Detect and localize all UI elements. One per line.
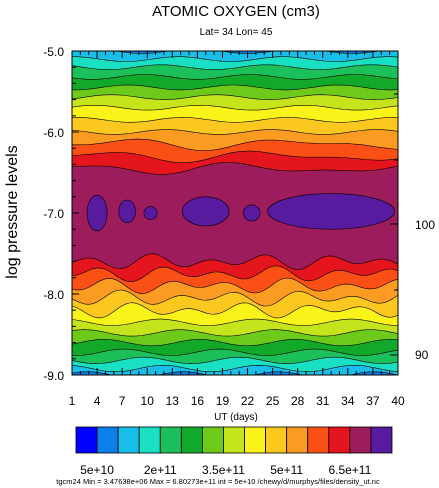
colorbar-label: 3.5e+11 [202,463,245,477]
x-tick-label: 7 [119,394,126,408]
y-tick-label: -8.0 [43,288,64,302]
x-tick-label: 10 [141,394,155,408]
chart-subtitle: Lat= 34 Lon= 45 [200,27,273,38]
contour-band-lower [72,365,398,375]
colorbar-swatch [96,426,119,454]
x-tick-label: 34 [341,394,355,408]
colorbar-swatch [370,426,393,454]
x-axis-title: UT (days) [214,412,258,423]
x-tick-label: 16 [191,394,205,408]
colorbar [75,426,393,454]
x-tick-label: 4 [94,394,101,408]
colorbar-swatch [349,426,372,454]
contour-line [72,74,398,80]
x-tick-label: 25 [266,394,280,408]
colorbar-swatch [223,426,245,454]
contour-line [72,289,398,307]
colorbar-label: 2e+11 [144,463,177,477]
colorbar-swatch [138,426,161,454]
colorbar-swatch [180,426,203,454]
contour-line [72,150,398,164]
contour-line [72,277,398,294]
contour-line [72,138,398,151]
y-tick-label: -7.0 [43,207,64,221]
contour-line [72,162,398,175]
right-axis [390,93,398,356]
contour-line [72,318,398,326]
colorbar-swatch [159,426,182,454]
colorbar-swatch [117,426,140,454]
contour-line [72,84,398,91]
contour-line [72,253,398,270]
x-tick-label: 13 [166,394,180,408]
x-tick-label: 22 [241,394,255,408]
colorbar-swatch [75,426,98,454]
colorbar-swatch [201,426,224,454]
colorbar-label: 5e+11 [270,463,303,477]
contour-line [72,356,398,365]
colorbar-swatch [307,426,330,454]
y-tick-label: -6.0 [43,126,64,140]
x-axis: 1 4 7 10 13 16 19 22 25 28 31 34 37 40 [69,51,405,408]
x-tick-label: 31 [316,394,330,408]
y-tick-label: -9.0 [43,369,64,383]
chart-title: ATOMIC OXYGEN (cm3) [152,3,320,20]
colorbar-label: 5e+10 [80,463,114,477]
contour-line [72,105,398,111]
x-tick-label: 40 [391,394,405,408]
colorbar-swatch [265,426,288,454]
contour-max-cell [143,206,158,220]
colorbar-labels: 5e+10 2e+11 3.5e+11 5e+11 6.5e+11 [80,463,371,477]
right-axis-label-90: 90 [415,348,429,362]
contour-line [72,129,398,135]
contour-fill [72,51,398,375]
contour-max-cell [243,204,261,222]
contour-max-cell [267,193,395,230]
contour-line [72,56,398,62]
colorbar-swatch [328,426,351,454]
contour-line [72,117,398,123]
y-axis-title: log pressure levels [4,145,21,278]
contour-line [72,329,398,337]
contour-lines [72,51,398,375]
contour-max-cell [86,194,108,232]
x-tick-label: 19 [216,394,230,408]
colorbar-label: 6.5e+11 [328,463,371,477]
contour-line [72,302,398,319]
contour-line [72,348,398,356]
x-tick-label: 37 [366,394,380,408]
footer-info: tgcm24 Min = 3.47638e+06 Max = 6.80273e+… [56,477,380,486]
contour-line [72,265,398,283]
x-tick-label: 1 [69,394,76,408]
y-tick-label: -5.0 [43,45,64,59]
contour-line [114,51,382,54]
contour-max-cell [182,196,230,227]
contour-line [72,339,398,347]
contour-max-cell [118,199,136,224]
contour-line [72,64,398,70]
y-axis: -5.0 -6.0 -7.0 -8.0 -9.0 [43,45,79,383]
colorbar-swatch [286,426,309,454]
colorbar-swatch [244,426,267,454]
x-tick-label: 28 [291,394,305,408]
contour-line [72,364,398,373]
contour-line [72,94,398,100]
right-axis-label-100: 100 [415,218,435,232]
